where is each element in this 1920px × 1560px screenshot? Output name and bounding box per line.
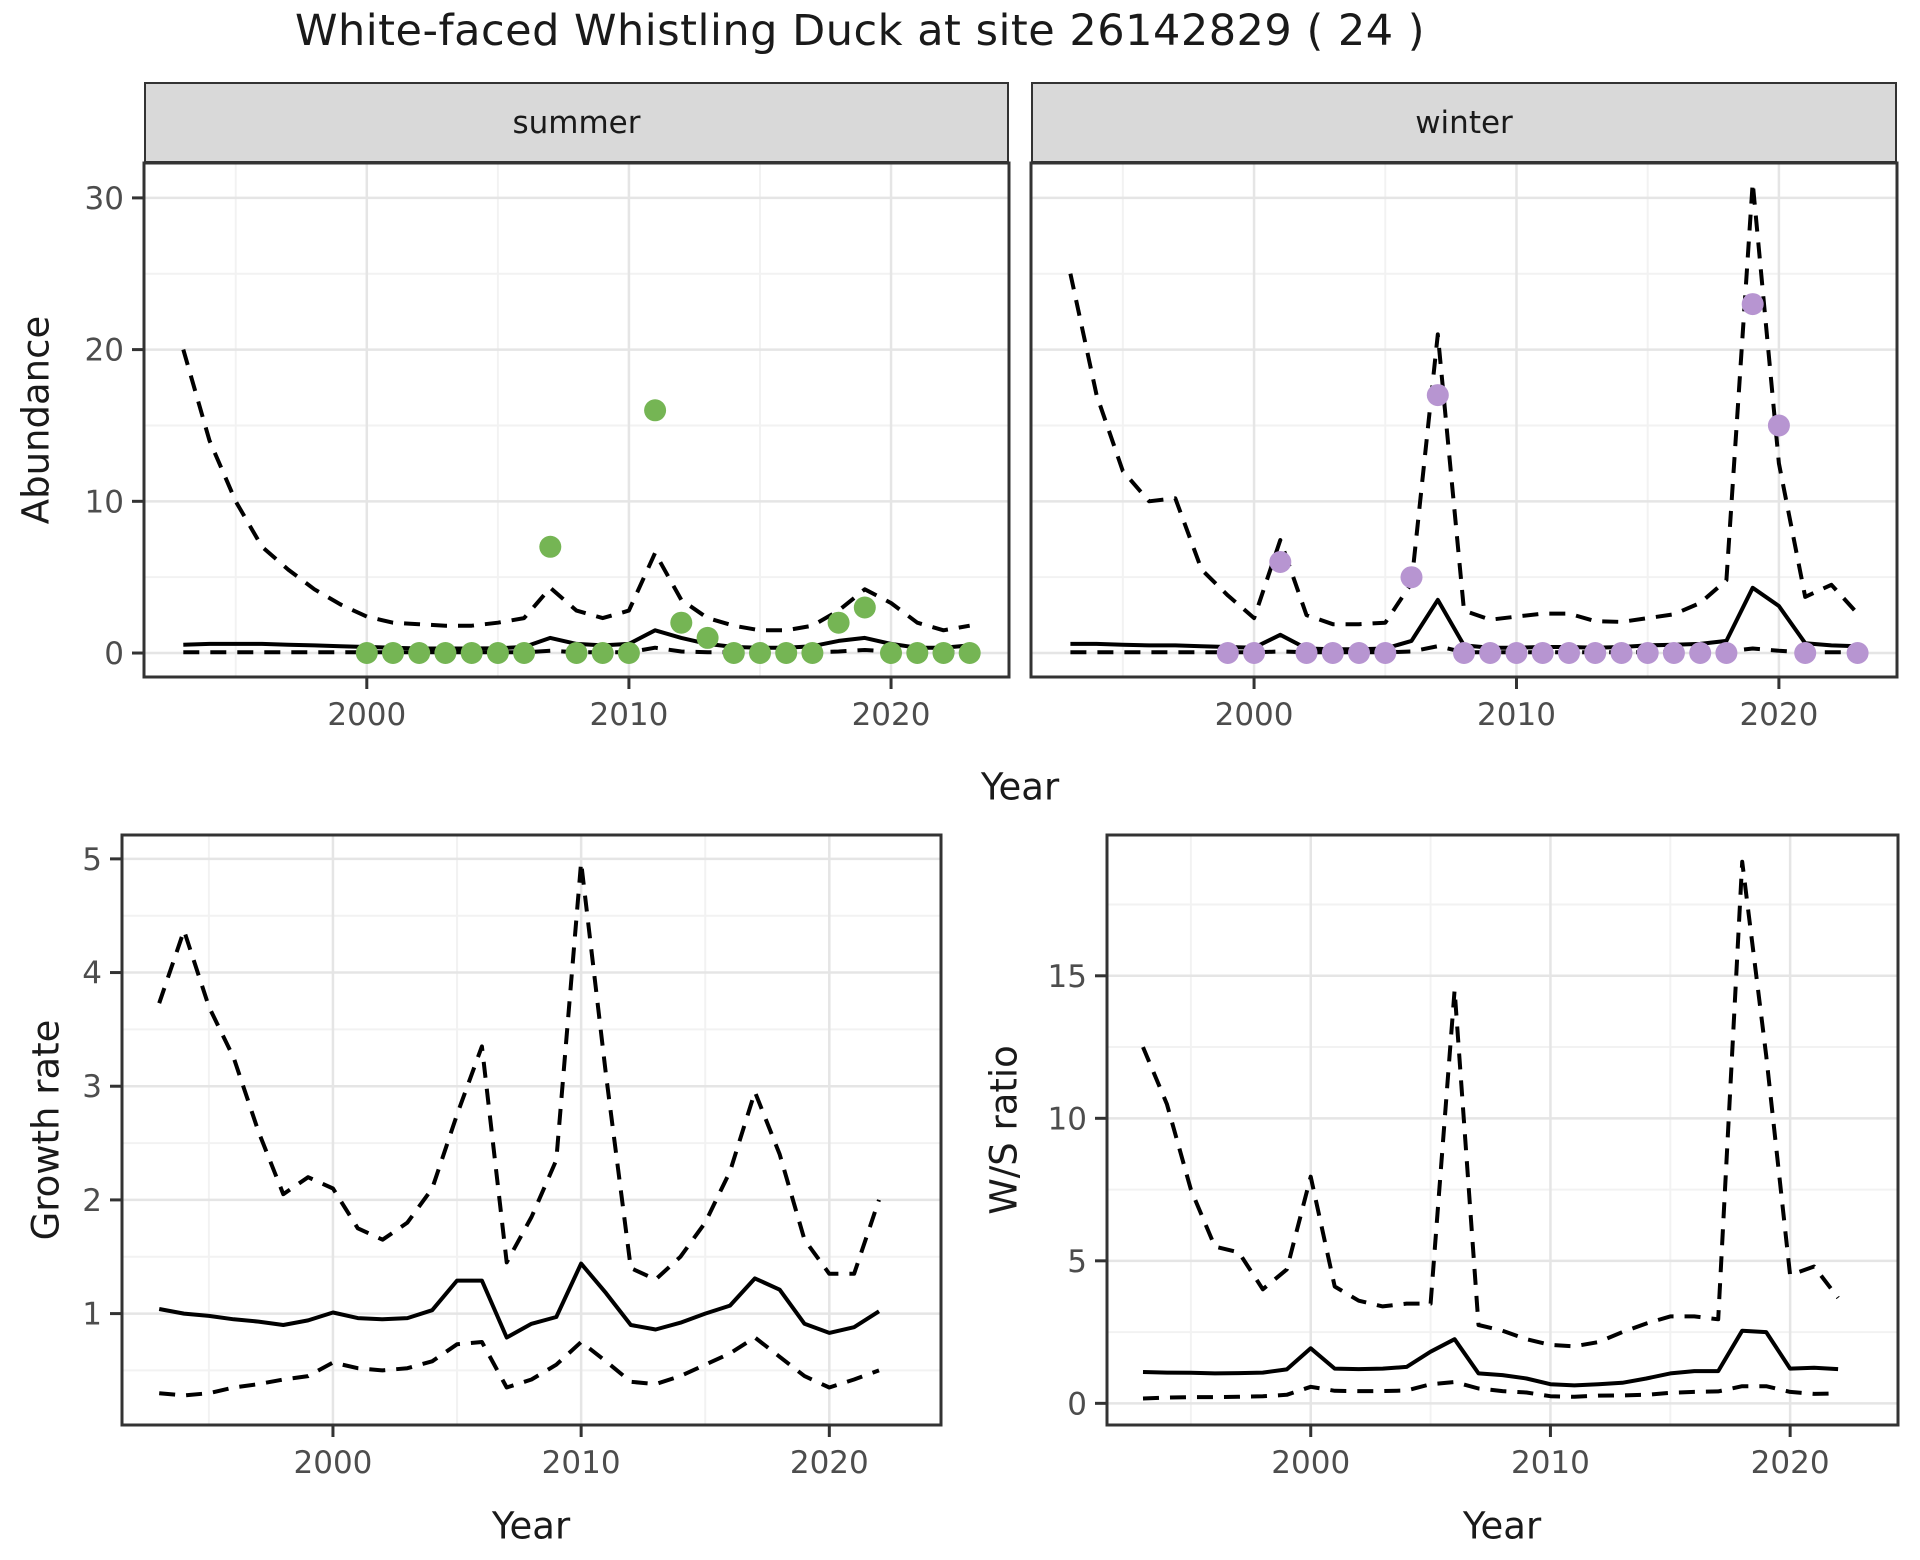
- data-point: [1269, 551, 1292, 573]
- data-point: [1479, 642, 1502, 664]
- facet-strip-summer: summer: [144, 82, 1009, 163]
- facet-strip-winter: winter: [1031, 82, 1897, 163]
- data-point: [565, 642, 588, 664]
- data-point: [1662, 642, 1685, 664]
- series-median: [1142, 1328, 1839, 1388]
- x-tick-label: 2020: [1739, 697, 1818, 733]
- data-point: [853, 596, 876, 619]
- y-tick-label: 0: [1067, 1386, 1087, 1422]
- series-upper-CI: [1068, 180, 1860, 627]
- y-tick-label: 20: [85, 333, 124, 369]
- y-tick-label: 15: [1048, 959, 1087, 995]
- data-point: [801, 642, 824, 664]
- data-point: [827, 611, 850, 634]
- x-tick-label: 2010: [542, 1445, 621, 1481]
- data-point: [591, 642, 614, 664]
- data-point: [1689, 642, 1712, 664]
- data-point: [434, 642, 457, 664]
- data-point: [880, 642, 902, 664]
- data-point: [1741, 293, 1764, 316]
- data-point: [617, 642, 640, 664]
- x-tick-label: 2000: [1215, 697, 1294, 733]
- y-tick-label: 5: [1067, 1244, 1087, 1280]
- data-point: [513, 642, 536, 664]
- data-point: [1400, 566, 1423, 589]
- facet-strip-winter-label: winter: [1415, 104, 1513, 141]
- data-point: [1348, 642, 1370, 664]
- data-point: [1636, 642, 1659, 664]
- data-point: [1295, 642, 1318, 664]
- chart-growth_rate: 2000 2010 2020 1 2 3 4 5: [82, 833, 943, 1481]
- plot-title: White-faced Whistling Duck at site 26142…: [294, 6, 1426, 56]
- y-tick-label: 30: [85, 181, 124, 217]
- data-point: [1321, 642, 1344, 664]
- facet-strip-summer-label: summer: [512, 104, 641, 141]
- y-tick-label: 10: [85, 484, 124, 520]
- data-point: [1846, 642, 1869, 664]
- x-tick-label: 2020: [1751, 1445, 1830, 1481]
- y-tick-label: 4: [82, 956, 102, 992]
- data-point: [722, 642, 745, 664]
- y-tick-label: 5: [82, 842, 102, 878]
- data-point: [1610, 642, 1633, 664]
- data-point: [1584, 642, 1607, 664]
- x-tick-label: 2000: [1271, 1445, 1350, 1481]
- y-tick-label: 10: [1048, 1101, 1087, 1137]
- series-median: [158, 1261, 881, 1340]
- series-lower-CI: [1142, 1380, 1839, 1401]
- data-point: [1374, 642, 1397, 664]
- x-tick-label: 2020: [790, 1445, 869, 1481]
- y-tick-label: 1: [82, 1297, 102, 1333]
- ws-ratio-axis-title: W/S ratio: [982, 1045, 1026, 1215]
- data-point: [1216, 642, 1239, 664]
- data-point: [749, 642, 771, 664]
- data-point: [775, 642, 798, 664]
- top-year-axis-title: Year: [980, 765, 1060, 809]
- x-tick-label: 2010: [1511, 1445, 1590, 1481]
- data-point: [408, 642, 431, 664]
- data-point: [1767, 414, 1790, 437]
- abundance-axis-title: Abundance: [14, 315, 58, 525]
- data-point: [1715, 642, 1738, 664]
- data-point: [1243, 642, 1266, 664]
- chart-abundance_summer: 2000 2010 2020 0 10 20 30: [85, 161, 1011, 733]
- bottom-left-year-axis-title: Year: [491, 1504, 571, 1548]
- data-point: [1426, 384, 1449, 407]
- x-tick-label: 2000: [327, 697, 406, 733]
- data-point: [539, 535, 562, 558]
- data-point: [906, 642, 929, 664]
- chart-ws_ratio: 2000 2010 2020 0 5 10 15: [1048, 833, 1900, 1481]
- data-point: [460, 642, 483, 664]
- data-point: [486, 642, 509, 664]
- x-tick-label: 2010: [589, 697, 668, 733]
- series-upper-CI: [157, 860, 881, 1282]
- y-tick-label: 0: [104, 636, 124, 672]
- data-point: [1453, 642, 1475, 664]
- y-tick-label: 3: [82, 1069, 102, 1105]
- data-point: [958, 642, 981, 664]
- data-point: [1505, 642, 1528, 664]
- series-upper-CI: [181, 349, 971, 633]
- data-point: [644, 399, 667, 422]
- data-point: [1794, 642, 1817, 664]
- growth-rate-axis-title: Growth rate: [24, 1019, 68, 1241]
- data-point: [1531, 642, 1554, 664]
- data-point: [696, 626, 719, 649]
- chart-abundance_winter: 2000 2010 2020: [1029, 161, 1899, 733]
- series-upper-CI: [1141, 859, 1840, 1349]
- bottom-right-year-axis-title: Year: [1462, 1504, 1542, 1548]
- data-point: [670, 611, 693, 634]
- data-point: [932, 642, 955, 664]
- data-point: [382, 642, 404, 664]
- data-point: [355, 642, 378, 664]
- x-tick-label: 2020: [852, 697, 931, 733]
- y-tick-label: 2: [82, 1183, 102, 1219]
- data-point: [1558, 642, 1580, 664]
- series-lower-CI: [159, 1335, 880, 1398]
- x-tick-label: 2010: [1477, 697, 1556, 733]
- x-tick-label: 2000: [294, 1445, 373, 1481]
